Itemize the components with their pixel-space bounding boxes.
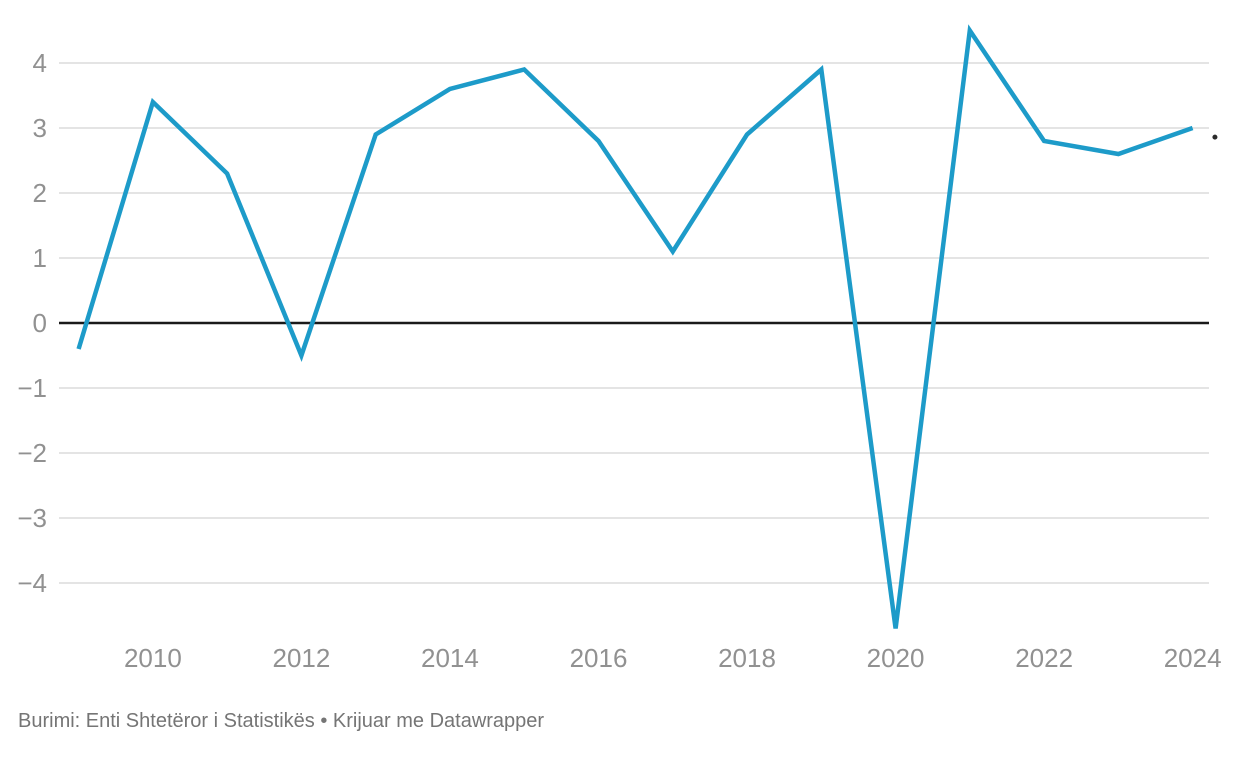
y-axis-tick-label: 4 [33,48,47,78]
y-axis-tick-label: 2 [33,178,47,208]
chart-footer-source: Burimi: Enti Shtetëror i Statistikës • K… [18,710,545,732]
annotation-dot [1212,134,1218,140]
y-axis-tick-label: 3 [33,113,47,143]
x-axis-tick-label: 2024 [1164,643,1222,673]
y-axis-tick-label: −1 [17,373,47,403]
y-axis-tick-label: −2 [17,438,47,468]
data-series-line[interactable] [76,24,1194,629]
y-axis-tick-label: −3 [17,503,47,533]
y-axis-tick-label: 0 [33,308,47,338]
x-axis-tick-label: 2022 [1015,643,1073,673]
x-axis-tick-label: 2016 [570,643,628,673]
y-axis-tick-label: −4 [17,568,47,598]
x-axis-tick-label: 2020 [867,643,925,673]
y-axis-tick-label: 1 [33,243,47,273]
x-axis-tick-label: 2018 [718,643,776,673]
x-axis-tick-label: 2012 [272,643,330,673]
x-axis-tick-label: 2010 [124,643,182,673]
x-axis-tick-label: 2014 [421,643,479,673]
line-chart: 4 3 2 1 0 −1 −2 −3 −4 2010 2012 2014 2016 2018 2020 202… [17,24,1222,673]
